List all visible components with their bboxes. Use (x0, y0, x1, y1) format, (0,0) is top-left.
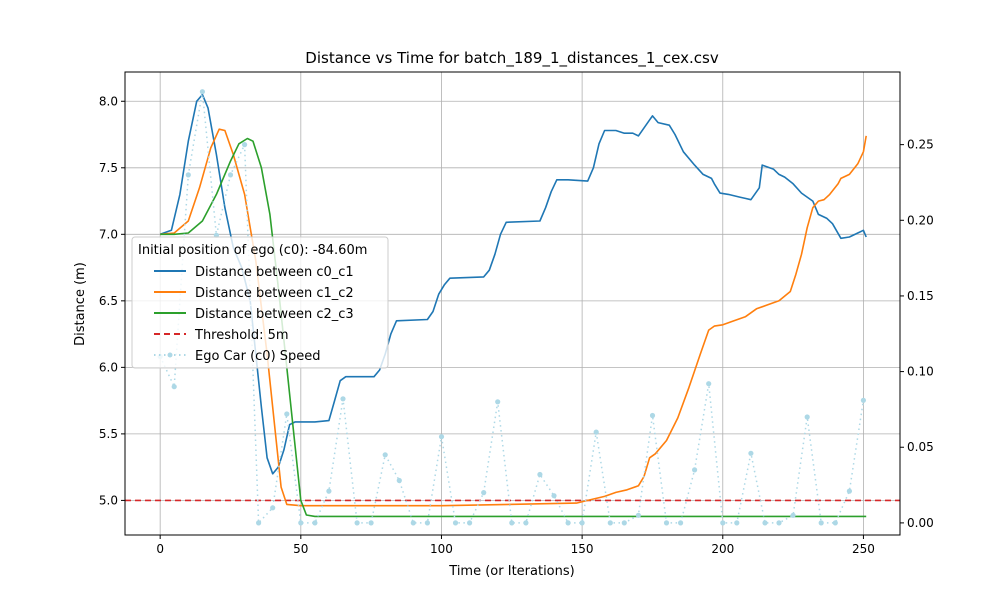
legend-label-threshold: Threshold: 5m (194, 328, 289, 343)
y2-tick-label: 0.10 (907, 365, 934, 379)
speed-point (270, 505, 276, 511)
speed-point (579, 520, 585, 526)
speed-point (185, 172, 191, 178)
plot-frame (124, 71, 901, 536)
legend: Initial position of ego (c0): -84.60m Di… (131, 236, 389, 369)
series-line-1 (160, 128, 867, 507)
speed-point (495, 399, 501, 405)
speed-point (509, 520, 515, 526)
y2-tick-label: 0.05 (907, 440, 934, 454)
x-tick-label: 50 (293, 542, 308, 556)
speed-point (748, 450, 754, 456)
speed-point (438, 434, 445, 440)
speed-point (354, 520, 360, 526)
legend-label-c1-c2: Distance between c1_c2 (195, 286, 354, 301)
speed-point (706, 381, 712, 387)
speed-series-group (157, 89, 867, 526)
speed-point (734, 520, 740, 526)
speed-point (242, 142, 248, 148)
speed-point (692, 467, 698, 473)
speed-point (832, 520, 838, 526)
speed-point (635, 512, 642, 518)
speed-point (565, 520, 571, 526)
speed-point (256, 520, 262, 526)
x-tick-label: 0 (156, 542, 164, 556)
x-tick-label: 100 (430, 542, 453, 556)
series-line-0 (159, 93, 867, 475)
legend-label-c2-c3: Distance between c2_c3 (195, 307, 354, 322)
y-tick-label: 6.5 (99, 294, 118, 308)
speed-point (621, 520, 627, 526)
speed-point (523, 520, 529, 526)
speed-point (312, 520, 318, 526)
y-tick-label: 5.5 (99, 427, 118, 441)
legend-label-speed: Ego Car (c0) Speed (195, 349, 321, 364)
speed-point (804, 414, 810, 420)
ticks: 0 50 100 150 200 250 5.0 5.5 6.0 6.5 7.0 7.5 8.0 0.00… (99, 94, 934, 556)
speed-point (846, 488, 853, 494)
chart-title: Distance vs Time for batch_189_1_distanc… (305, 49, 719, 68)
x-tick-label: 150 (571, 542, 594, 556)
speed-point (607, 520, 613, 526)
y-tick-label: 7.5 (99, 161, 118, 175)
legend-title: Initial position of ego (c0): -84.60m (138, 243, 367, 258)
speed-point (678, 520, 684, 526)
speed-point (410, 520, 416, 526)
speed-point (790, 512, 796, 518)
speed-point (396, 477, 402, 484)
speed-point (467, 520, 473, 526)
speed-point (382, 452, 388, 458)
speed-point (227, 172, 234, 178)
speed-point (537, 471, 543, 478)
y-tick-label: 6.0 (99, 360, 118, 374)
x-axis-label: Time (or Iterations) (448, 564, 574, 579)
speed-point (551, 493, 557, 499)
y-tick-label: 7.0 (99, 227, 118, 241)
speed-point (284, 411, 290, 417)
y-tick-label: 5.0 (99, 493, 118, 507)
speed-point (720, 520, 726, 526)
speed-point (326, 488, 332, 494)
x-tick-label: 250 (852, 542, 875, 556)
speed-point (171, 384, 177, 390)
y-axis-label: Distance (m) (73, 262, 88, 346)
speed-point (860, 397, 867, 403)
y2-tick-label: 0.15 (907, 289, 934, 303)
x-tick-label: 200 (711, 542, 734, 556)
y2-tick-label: 0.20 (907, 213, 934, 227)
speed-point (593, 429, 599, 435)
speed-point (762, 520, 768, 526)
series-line-2 (160, 137, 867, 518)
speed-point (340, 396, 346, 402)
y2-tick-label: 0.25 (907, 138, 934, 152)
speed-point (452, 520, 459, 526)
y-tick-label: 8.0 (99, 94, 118, 108)
speed-point (199, 89, 205, 95)
y2-tick-label: 0.00 (907, 516, 934, 530)
series-group (159, 93, 867, 518)
legend-marker-speed (167, 352, 173, 358)
legend-label-c0-c1: Distance between c0_c1 (195, 265, 354, 280)
speed-point (649, 412, 656, 419)
speed-point (424, 520, 430, 526)
speed-series-line (159, 91, 865, 525)
speed-point (776, 520, 782, 526)
speed-point (663, 520, 670, 526)
speed-point (481, 490, 487, 496)
speed-point (368, 520, 374, 526)
speed-point (818, 520, 824, 526)
legend-box (131, 236, 389, 369)
speed-point (298, 520, 304, 526)
